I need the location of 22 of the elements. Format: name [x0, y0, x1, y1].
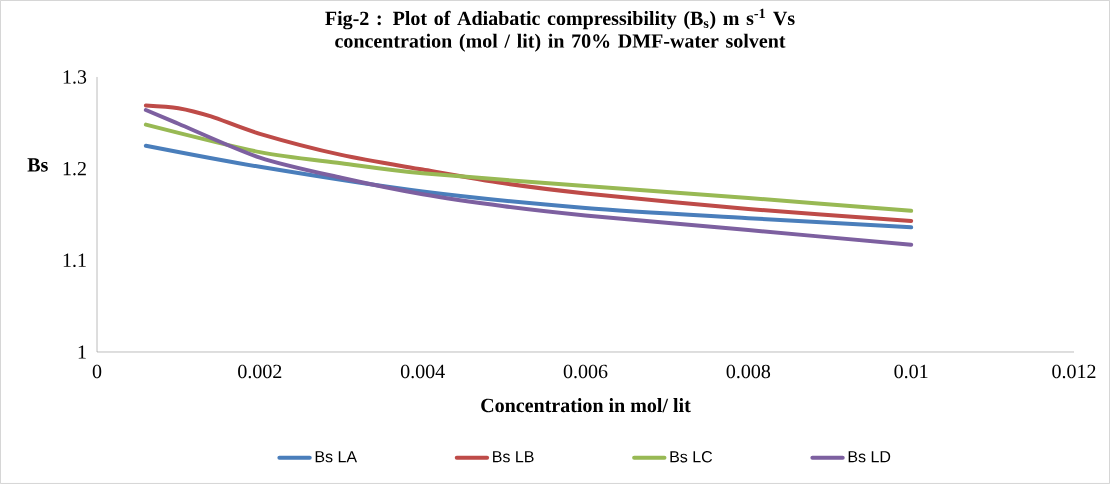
x-tick-label: 0 [92, 364, 102, 379]
legend-label: Bs LA [315, 451, 358, 463]
chart-title: Fig-2 : Plot of Adiabatic compressibility (B$_{s}$) m s$^{-1}$ Vs concentration (mol / lit) in 70% DMF-water solvent [325, 8, 795, 52]
x-tick-label: 0.006 [563, 364, 608, 379]
y-axis-title: Bs [27, 158, 48, 172]
line-series [143, 107, 914, 247]
legend-label: Bs LD [848, 451, 891, 463]
y-tick-label: 1.1 [63, 253, 86, 268]
line-series [143, 143, 914, 230]
x-tick-label: 0.004 [400, 364, 445, 379]
x-tick-label: 0.012 [1052, 364, 1096, 379]
line-series [143, 103, 914, 223]
x-tick-label: 0.008 [726, 364, 771, 379]
line-series [143, 122, 914, 213]
y-tick-label: 1 [78, 345, 86, 359]
x-tick-label: 0.01 [894, 364, 928, 379]
x-tick-label: 0.002 [238, 364, 282, 379]
y-tick-label: 1.2 [63, 161, 86, 176]
y-tick-label: 1.3 [63, 70, 87, 84]
legend-label: Bs LB [493, 451, 534, 463]
x-axis-title: Concentration in mol/ lit [481, 398, 691, 413]
legend-label: Bs LC [670, 451, 713, 463]
